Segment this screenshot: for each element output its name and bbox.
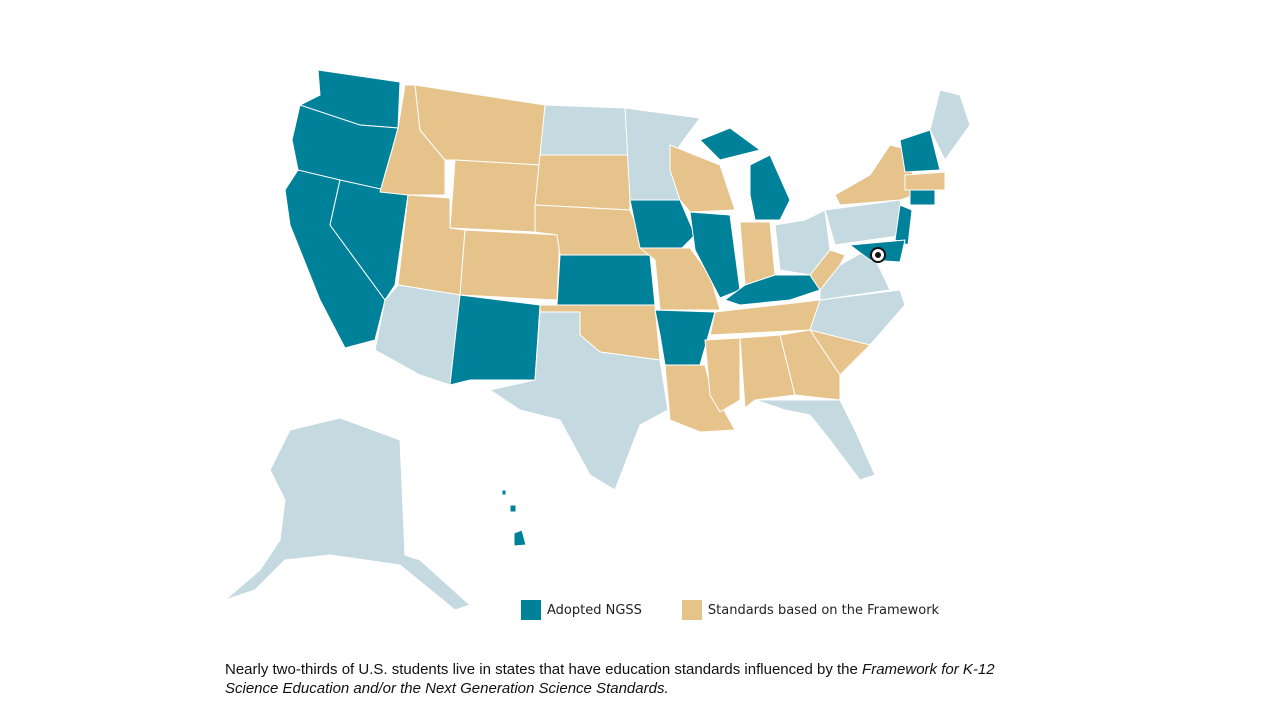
state [489, 311, 669, 491]
state [724, 274, 821, 306]
state [513, 529, 527, 547]
state [654, 309, 716, 366]
state [739, 334, 796, 409]
legend-item: Standards based on the Framework [681, 600, 940, 620]
state [809, 249, 846, 291]
state [709, 299, 826, 336]
state [739, 221, 776, 286]
state [699, 127, 761, 161]
legend: Adopted NGSS Standards based on the Fram… [521, 600, 939, 620]
state [779, 329, 841, 401]
legend-item: Adopted NGSS [521, 600, 642, 620]
caption-emphasis: Framework for K-12 Science Education and… [225, 661, 995, 697]
state [534, 154, 631, 211]
state [374, 284, 461, 386]
state [449, 159, 541, 233]
state [894, 204, 913, 246]
state [459, 229, 561, 301]
capital-marker-dot [875, 252, 881, 258]
state [501, 489, 507, 496]
legend-label: Standards based on the Framework [707, 602, 940, 618]
state [754, 399, 876, 481]
state [509, 504, 517, 513]
state [809, 289, 906, 346]
state [664, 364, 736, 433]
legend-label: Adopted NGSS [547, 602, 642, 618]
state [224, 417, 471, 611]
state [689, 211, 741, 299]
legend-swatch [681, 600, 702, 620]
state [899, 129, 941, 173]
state [629, 199, 696, 251]
states [224, 69, 971, 611]
state [909, 189, 936, 206]
state [834, 144, 916, 206]
state [749, 154, 791, 221]
state [449, 294, 541, 386]
caption: Nearly two-thirds of U.S. students live … [225, 660, 1045, 698]
state [539, 104, 631, 156]
state [904, 171, 946, 191]
state [556, 254, 656, 306]
caption-text: Nearly two-thirds of U.S. students live … [225, 661, 863, 678]
state [929, 89, 971, 161]
state [704, 337, 741, 413]
state [824, 199, 906, 246]
legend-swatch [521, 600, 541, 620]
state [639, 247, 721, 311]
